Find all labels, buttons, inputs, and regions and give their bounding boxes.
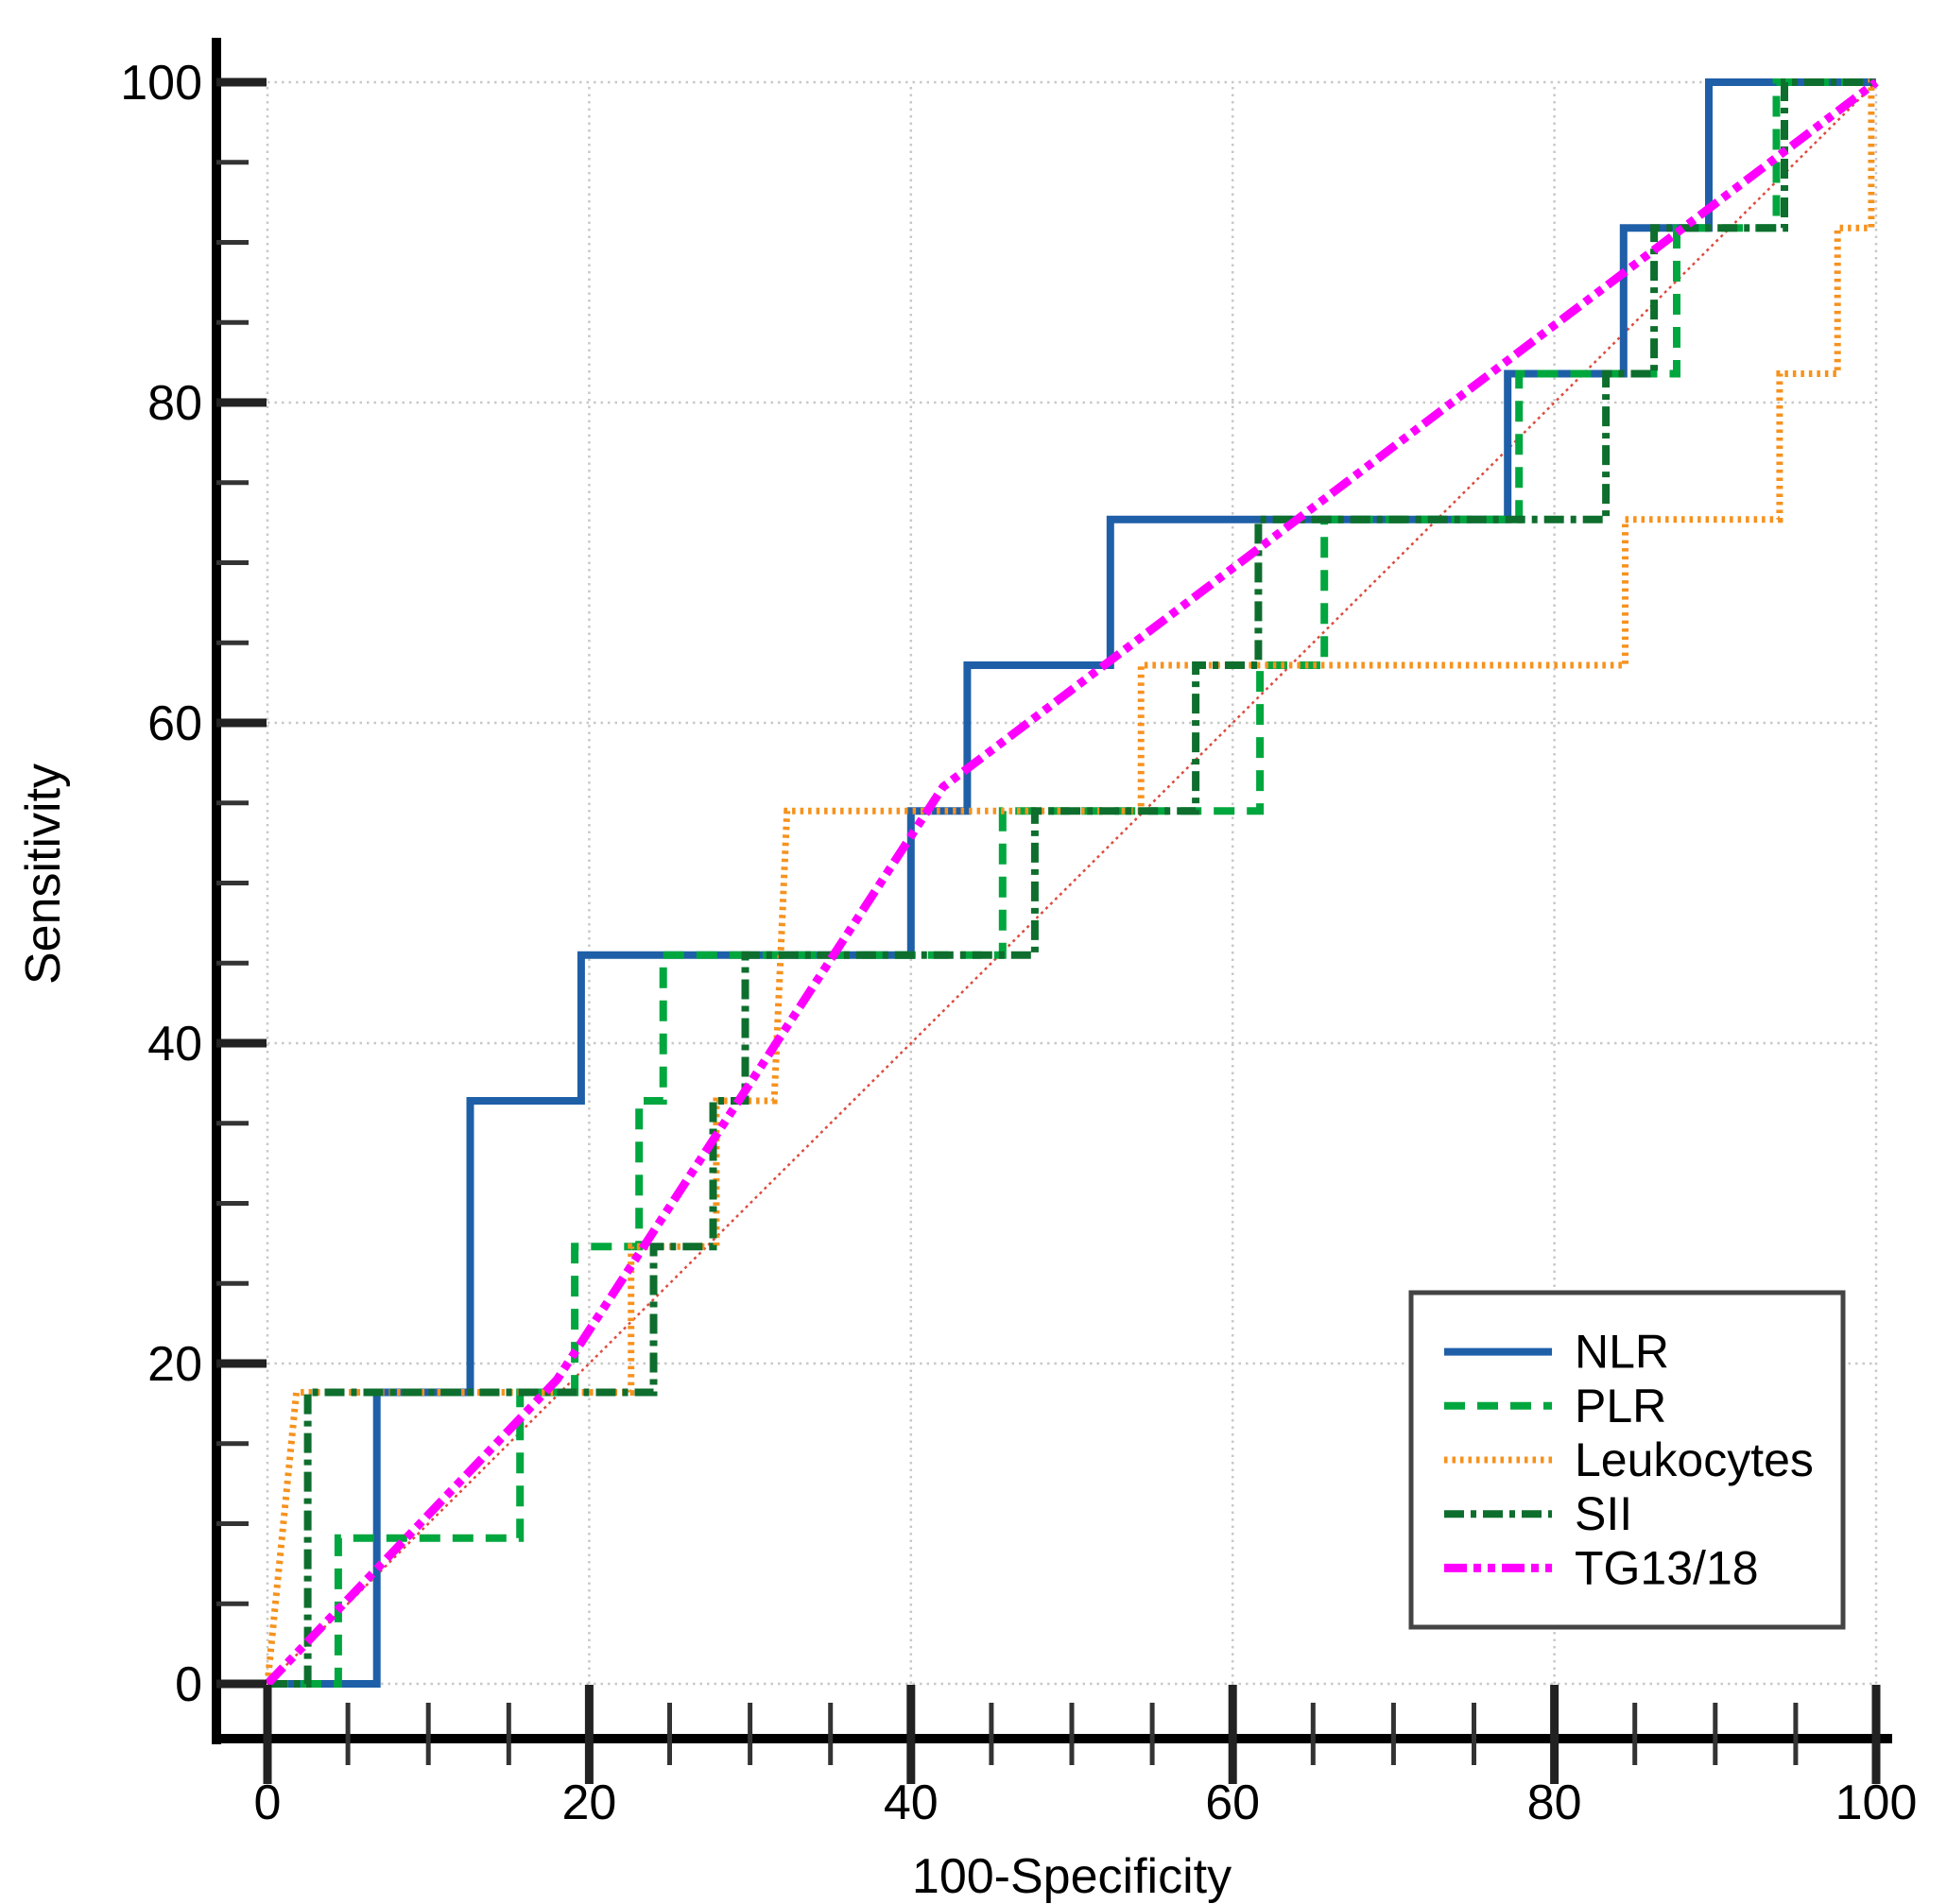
y-axis-title: Sensitivity [16,763,71,986]
y-tick-label-40: 40 [147,1017,202,1072]
legend-label-plr: PLR [1575,1380,1666,1432]
y-tick-label-100: 100 [120,56,202,111]
y-tick-label-0: 0 [175,1657,202,1712]
x-tick-label-60: 60 [1205,1775,1260,1830]
x-tick-label-40: 40 [884,1775,939,1830]
roc-curve-sii [267,78,1876,1688]
x-tick-label-20: 20 [561,1775,616,1830]
roc-curve-nlr [267,78,1876,1688]
reference-diagonal [267,81,1877,1685]
legend-label-tg13-18: TG13/18 [1575,1541,1759,1594]
x-axis-title: 100-Specificity [911,1849,1232,1904]
x-tick-label-100: 100 [1835,1775,1918,1830]
y-tick-label-60: 60 [147,696,202,751]
legend-label-leukocytes: Leukocytes [1575,1433,1814,1486]
legend-label-sii: SII [1575,1487,1632,1540]
x-tick-label-80: 80 [1527,1775,1582,1830]
roc-curve-leukocytes [264,78,1876,1685]
y-tick-label-20: 20 [147,1337,202,1392]
x-tick-label-0: 0 [254,1775,282,1830]
y-tick-label-80: 80 [147,376,202,431]
legend-label-nlr: NLR [1575,1326,1669,1379]
roc-curve-plr [267,78,1876,1688]
